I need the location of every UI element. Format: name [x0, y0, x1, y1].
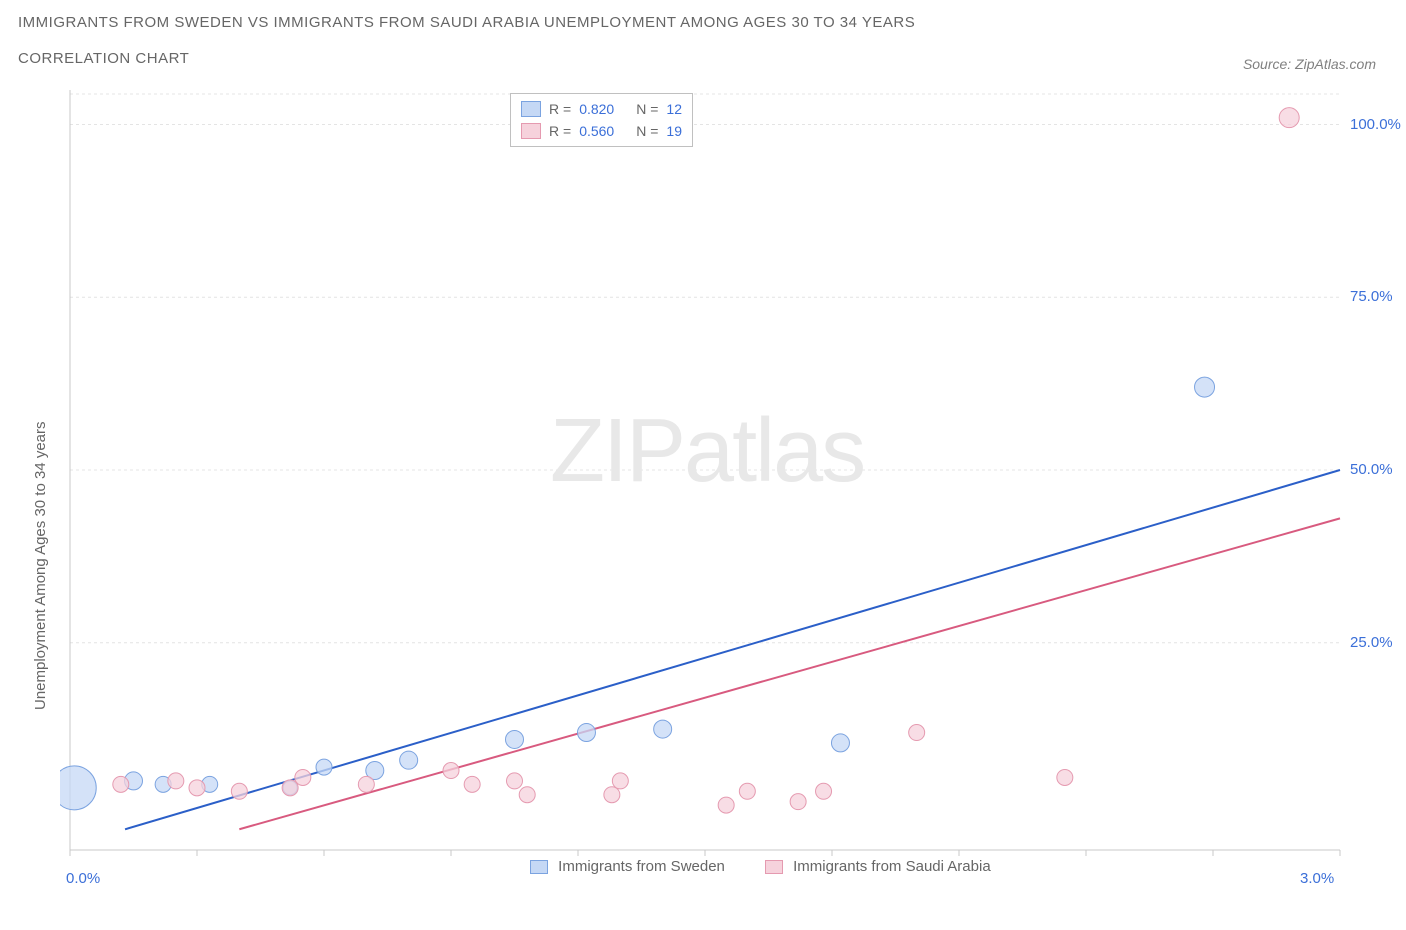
chart-area: ZIPatlas R = 0.820 N = 12 R = 0.560 N = … — [60, 90, 1350, 880]
source-attribution: Source: ZipAtlas.com — [1243, 56, 1376, 72]
legend-row-saudi: R = 0.560 N = 19 — [521, 120, 682, 142]
x-tick-label: 3.0% — [1300, 870, 1334, 887]
y-tick-label: 25.0% — [1350, 634, 1393, 651]
series-legend: Immigrants from Sweden Immigrants from S… — [530, 858, 991, 875]
chart-title-line2: CORRELATION CHART — [18, 50, 189, 67]
legend-r-label-1: R = — [549, 120, 571, 142]
swatch-sweden — [521, 101, 541, 117]
chart-title-line1: IMMIGRANTS FROM SWEDEN VS IMMIGRANTS FRO… — [18, 14, 915, 31]
legend-row-sweden: R = 0.820 N = 12 — [521, 98, 682, 120]
series-legend-item-sweden: Immigrants from Sweden — [530, 858, 725, 875]
correlation-legend-box: R = 0.820 N = 12 R = 0.560 N = 19 — [510, 93, 693, 147]
legend-n-label-1: N = — [636, 120, 658, 142]
y-tick-label: 50.0% — [1350, 461, 1393, 478]
swatch-sweden-bottom — [530, 860, 548, 874]
series-name-1: Immigrants from Saudi Arabia — [793, 858, 991, 875]
series-name-0: Immigrants from Sweden — [558, 858, 725, 875]
swatch-saudi-bottom — [765, 860, 783, 874]
legend-n-value-0: 12 — [666, 98, 682, 120]
y-tick-label: 100.0% — [1350, 116, 1401, 133]
legend-n-value-1: 19 — [666, 120, 682, 142]
x-tick-label: 0.0% — [66, 870, 100, 887]
legend-r-value-0: 0.820 — [579, 98, 614, 120]
series-legend-item-saudi: Immigrants from Saudi Arabia — [765, 858, 991, 875]
swatch-saudi — [521, 123, 541, 139]
y-tick-label: 75.0% — [1350, 288, 1393, 305]
legend-n-label-0: N = — [636, 98, 658, 120]
legend-r-label-0: R = — [549, 98, 571, 120]
y-axis-label: Unemployment Among Ages 30 to 34 years — [32, 421, 49, 710]
legend-r-value-1: 0.560 — [579, 120, 614, 142]
scatter-plot-svg — [60, 90, 1350, 880]
